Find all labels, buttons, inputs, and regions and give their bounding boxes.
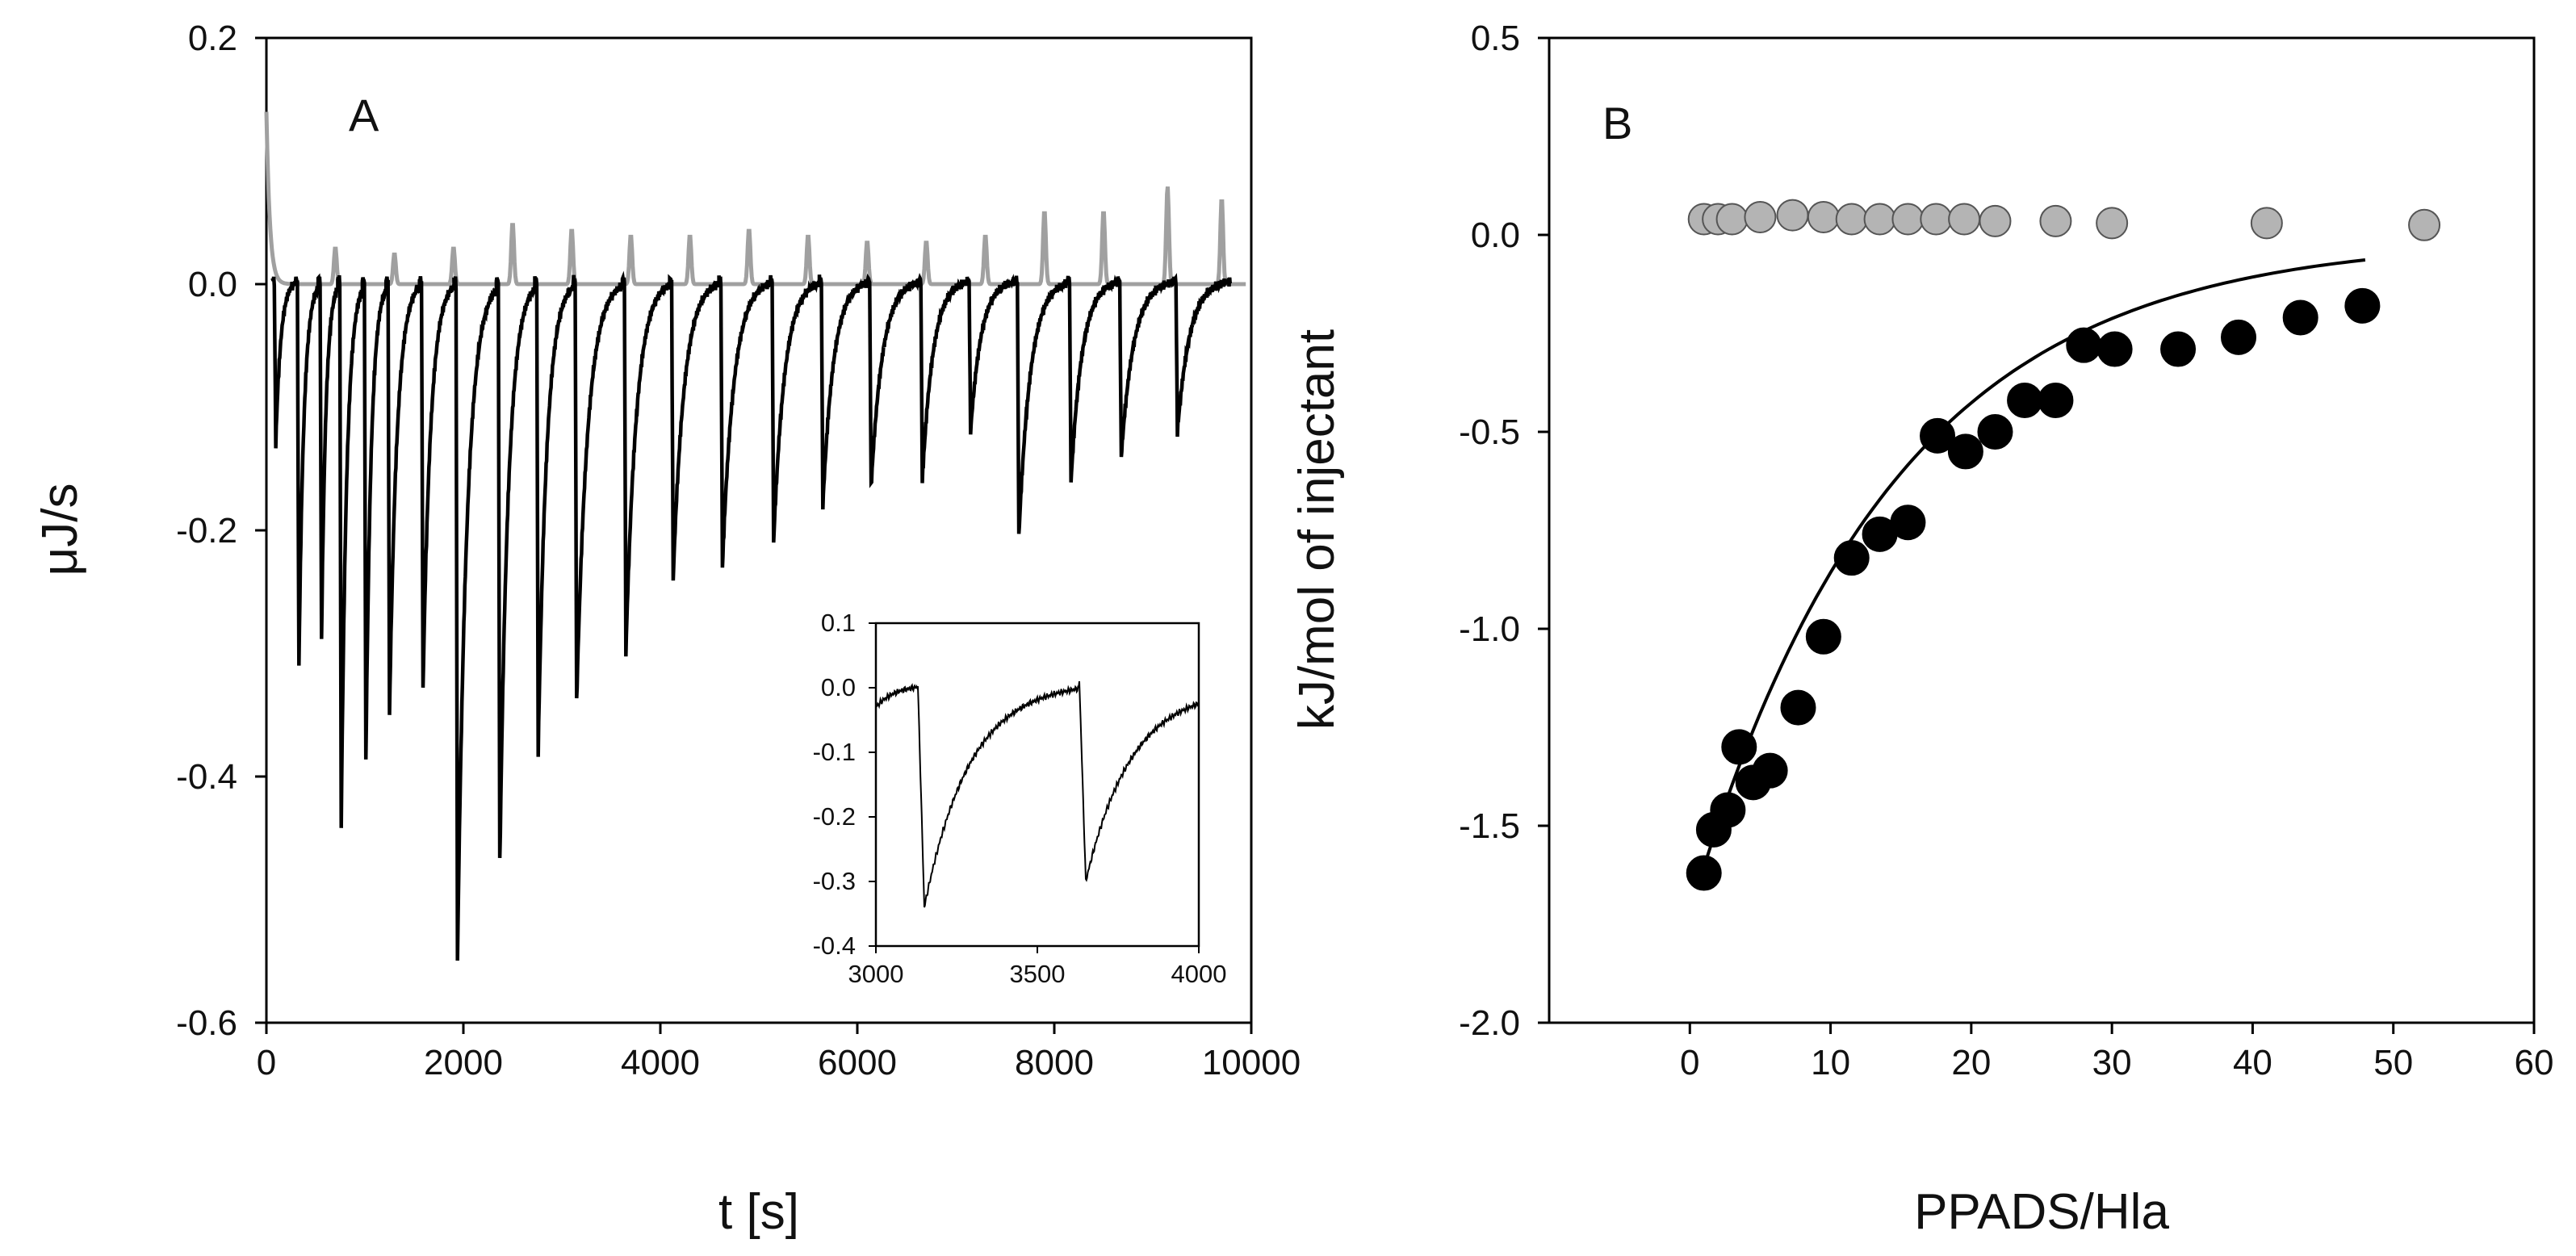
panel-b-binding-point xyxy=(1947,433,1983,470)
panel-a: 0 2000 4000 6000 8000 10000 0.2 0.0 -0.2 -0.4 -0.… xyxy=(32,19,1301,1240)
inset-x-tick-label: 4000 xyxy=(1171,960,1227,988)
panel-b-y-axis: 0.5 0.0 -0.5 -1.0 -1.5 -2.0 xyxy=(1459,19,1549,1043)
panel-b-binding-point xyxy=(2066,327,2102,363)
panel-b-control-point xyxy=(1807,201,1840,234)
panel-b-binding-point xyxy=(1890,504,1926,541)
panel-b-binding-point xyxy=(1710,792,1746,828)
panel-b-x-tick-label: 60 xyxy=(2515,1043,2554,1082)
panel-a-y-tick-label: 0.0 xyxy=(188,265,237,304)
panel-b-y-tick-label: -2.0 xyxy=(1459,1003,1520,1043)
panel-b-control-point xyxy=(1715,203,1749,236)
panel-a-inset: 3000 3500 4000 0.1 0.0 -0.1 -0.2 -0.3 -0.4 xyxy=(813,609,1227,988)
panel-b-y-tick-label: 0.0 xyxy=(1471,216,1520,255)
panel-b-x-tick-label: 40 xyxy=(2233,1043,2272,1082)
panel-b-binding-point xyxy=(2344,287,2381,324)
panel-b-y-tick-label: 0.5 xyxy=(1471,19,1520,58)
panel-b-binding-point xyxy=(1752,752,1788,789)
panel-a-y-axis: 0.2 0.0 -0.2 -0.4 -0.6 xyxy=(176,19,266,1043)
panel-a-x-tick-label: 2000 xyxy=(424,1043,503,1082)
panel-b-y-tick-label: -0.5 xyxy=(1459,412,1520,452)
panel-b-control-point xyxy=(2408,208,2441,241)
panel-b-control-point xyxy=(1835,203,1868,236)
panel-b-y-tick-label: -1.0 xyxy=(1459,609,1520,649)
panel-a-x-tick-label: 8000 xyxy=(1015,1043,1094,1082)
panel-b-binding-point xyxy=(2160,331,2197,367)
panel-b-binding-point xyxy=(1780,689,1816,726)
panel-b-binding-point xyxy=(1833,540,1870,576)
panel-b-control-point xyxy=(1776,199,1809,232)
panel-b-x-tick-label: 50 xyxy=(2373,1043,2413,1082)
panel-b-binding-point xyxy=(2007,382,2043,418)
panel-b-x-axis: 0 10 20 30 40 50 60 xyxy=(1680,1023,2553,1082)
panel-a-label: A xyxy=(349,90,379,140)
panel-a-x-tick-label: 6000 xyxy=(818,1043,897,1082)
inset-series xyxy=(875,680,1200,908)
inset-y-tick-label: -0.1 xyxy=(813,738,856,766)
inset-y-tick-label: 0.0 xyxy=(821,673,856,701)
panel-a-y-tick-label: 0.2 xyxy=(188,19,237,58)
inset-y-tick-label: -0.2 xyxy=(813,802,856,831)
panel-b-x-tick-label: 0 xyxy=(1680,1043,1699,1082)
panel-b-control-point xyxy=(2039,204,2072,237)
inset-frame xyxy=(874,622,1200,948)
panel-b-control-point xyxy=(1979,204,2012,237)
panel-b-binding-point xyxy=(2282,299,2318,336)
panel-a-x-tick-label: 0 xyxy=(257,1043,276,1082)
panel-b-binding-point xyxy=(2038,382,2074,418)
inset-trace xyxy=(875,680,1200,908)
panel-a-x-axis: 0 2000 4000 6000 8000 10000 xyxy=(257,1023,1301,1082)
panel-b-binding-point xyxy=(1920,417,1956,454)
inset-x-tick-label: 3500 xyxy=(1010,960,1066,988)
panel-b-binding-point xyxy=(1977,414,2013,450)
panel-b-control-point xyxy=(1920,203,1953,236)
inset-y-axis: 0.1 0.0 -0.1 -0.2 -0.3 -0.4 xyxy=(813,609,876,960)
panel-a-x-tick-label: 4000 xyxy=(621,1043,700,1082)
inset-x-axis: 3000 3500 4000 xyxy=(848,946,1227,988)
panel-a-y-axis-label: μJ/s xyxy=(32,484,88,576)
inset-y-tick-label: 0.1 xyxy=(821,609,856,637)
panel-b-plot-frame xyxy=(1548,36,2536,1024)
panel-a-binding-trace xyxy=(270,270,1233,961)
panel-b-label: B xyxy=(1602,98,1632,149)
inset-x-tick-label: 3000 xyxy=(848,960,904,988)
panel-a-x-axis-label: t [s] xyxy=(718,1184,799,1240)
panel-b-binding-point xyxy=(2221,319,2256,355)
panel-a-y-tick-label: -0.2 xyxy=(176,511,237,551)
panel-b-x-tick-label: 10 xyxy=(1811,1043,1850,1082)
panel-b-x-axis-label: PPADS/Hla xyxy=(1914,1184,2169,1240)
panel-a-control-trace xyxy=(264,111,1246,287)
panel-a-x-tick-label: 10000 xyxy=(1202,1043,1301,1082)
inset-y-tick-label: -0.3 xyxy=(813,867,856,895)
panel-b-series xyxy=(1686,199,2441,891)
panel-a-series xyxy=(264,111,1246,961)
panel-b-y-tick-label: -1.5 xyxy=(1459,806,1520,846)
panel-b-control-point xyxy=(2096,207,2129,240)
panel-b-control-point xyxy=(1948,203,1981,236)
panel-b-binding-point xyxy=(1686,855,1722,891)
panel-b-y-axis-label: kJ/mol of injectant xyxy=(1289,329,1345,730)
panel-b-x-tick-label: 20 xyxy=(1951,1043,1991,1082)
panel-b-binding-point xyxy=(1805,618,1841,655)
panel-b-control-point xyxy=(1744,201,1777,234)
panel-b-binding-point xyxy=(1721,729,1757,765)
panel-b-control-point xyxy=(2250,207,2283,240)
inset-y-tick-label: -0.4 xyxy=(813,932,856,960)
panel-b: 0 10 20 30 40 50 60 0.5 0.0 -0.5 -1.0 -1.5 -2.0 B P… xyxy=(1289,19,2553,1240)
panel-a-y-tick-label: -0.6 xyxy=(176,1003,237,1043)
panel-b-control-point xyxy=(1891,203,1925,236)
panel-b-x-tick-label: 30 xyxy=(2092,1043,2132,1082)
panel-a-y-tick-label: -0.4 xyxy=(176,757,237,797)
panel-b-fit-curve xyxy=(1702,258,2366,868)
panel-b-control-point xyxy=(1863,203,1896,236)
panel-b-binding-point xyxy=(2096,331,2133,367)
